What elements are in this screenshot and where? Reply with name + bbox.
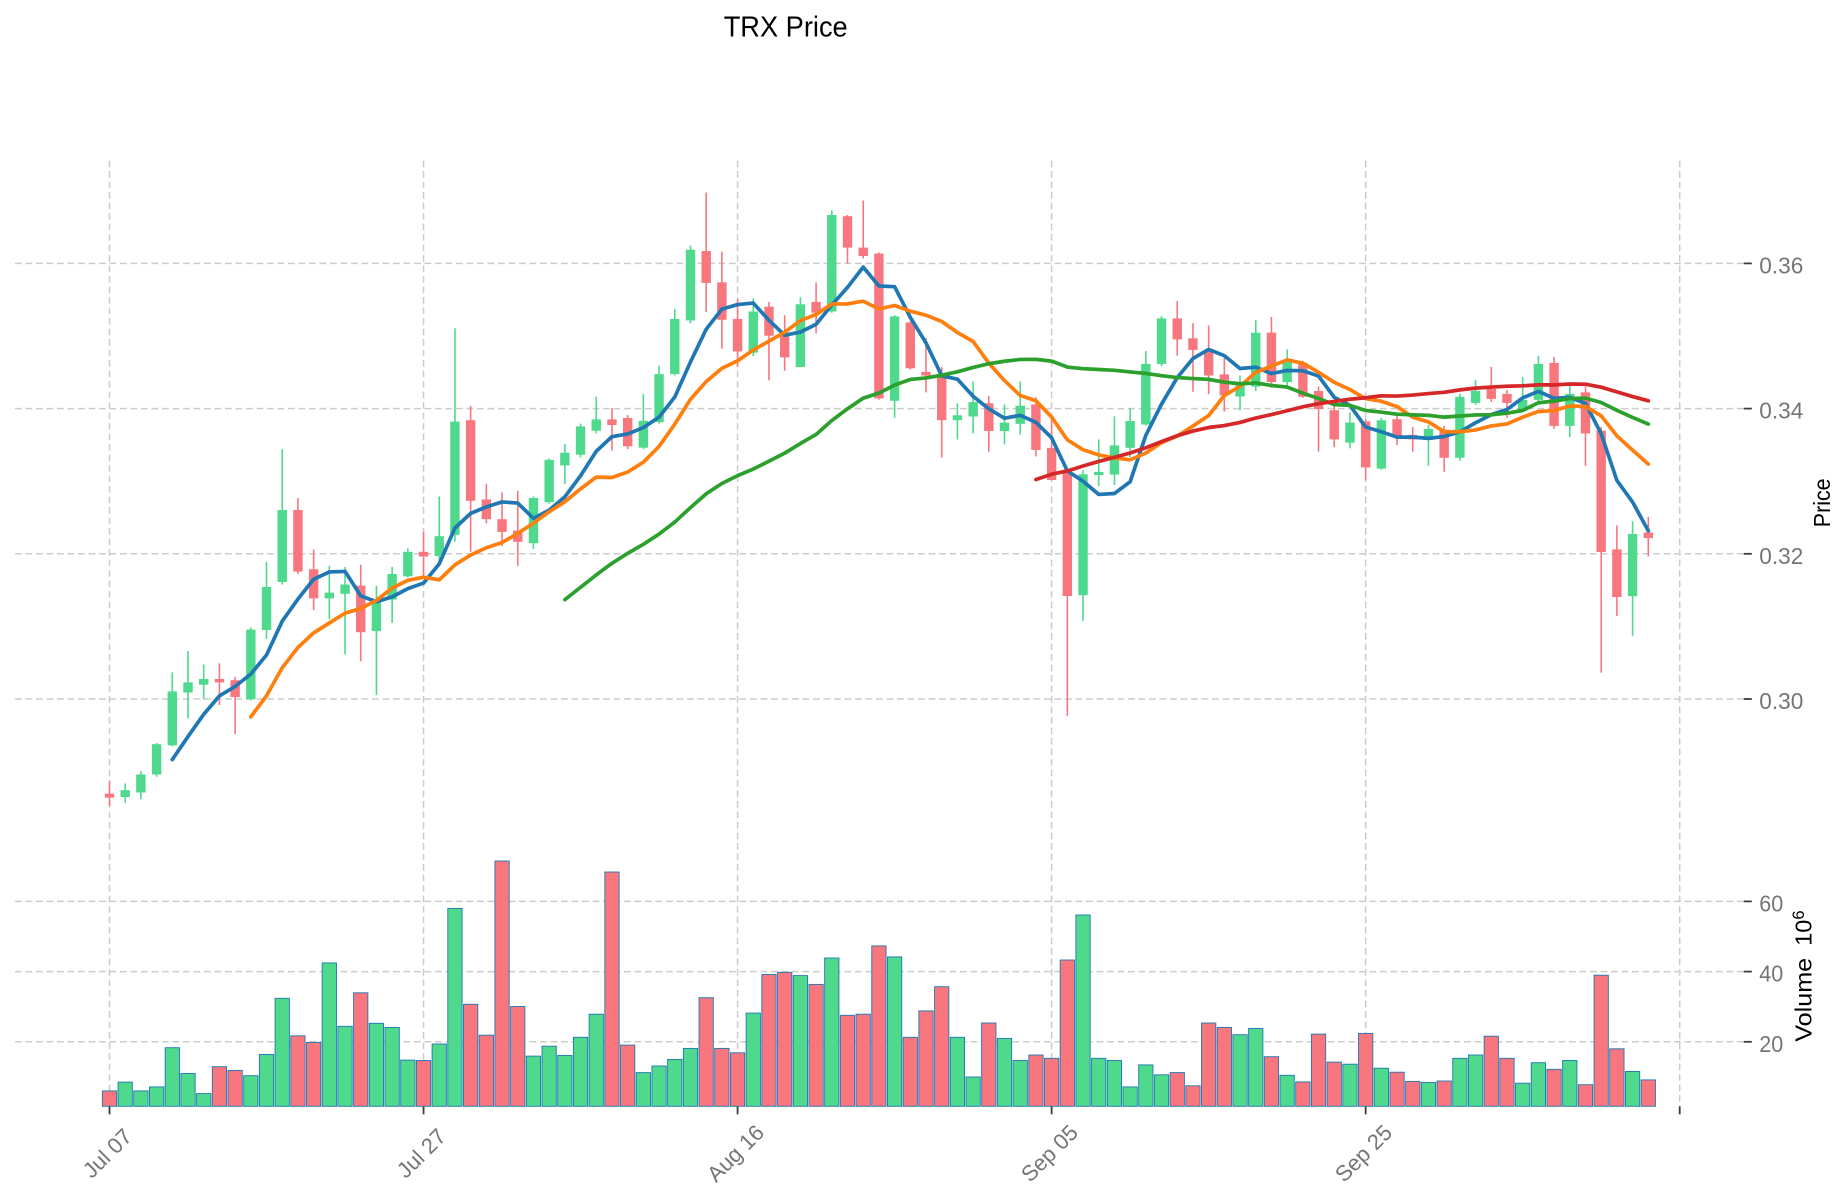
svg-text:0.32: 0.32 bbox=[1759, 543, 1803, 569]
svg-text:Volume106: Volume106 bbox=[1790, 910, 1817, 1041]
svg-text:40: 40 bbox=[1759, 961, 1783, 987]
svg-text:0.34: 0.34 bbox=[1759, 398, 1803, 424]
svg-text:0.36: 0.36 bbox=[1759, 253, 1803, 279]
svg-text:TRX Price: TRX Price bbox=[724, 12, 848, 44]
svg-text:0.30: 0.30 bbox=[1759, 688, 1803, 714]
svg-text:20: 20 bbox=[1759, 1031, 1783, 1057]
svg-text:60: 60 bbox=[1759, 891, 1783, 917]
svg-text:Price: Price bbox=[1809, 478, 1835, 527]
